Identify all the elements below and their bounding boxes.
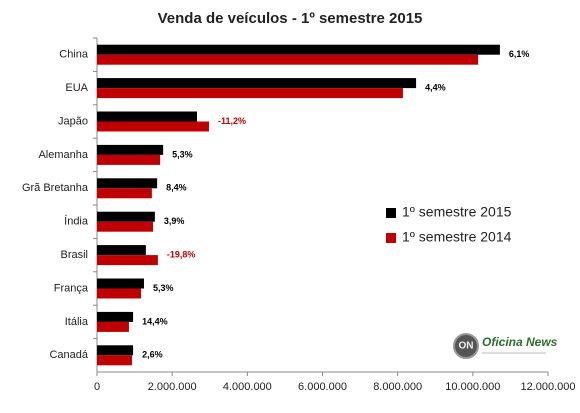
bar bbox=[97, 78, 417, 89]
x-tick-label: 10.000.000 bbox=[445, 381, 500, 393]
x-tick-label: 2.000.000 bbox=[148, 381, 197, 393]
bar bbox=[97, 278, 144, 289]
growth-label: -11,2% bbox=[218, 116, 246, 126]
x-tick-label: 12.000.000 bbox=[520, 381, 575, 393]
y-tick-label: Japão bbox=[58, 115, 88, 127]
y-tick-label: Alemanha bbox=[38, 149, 88, 161]
growth-label: -19,8% bbox=[167, 249, 196, 259]
y-tick-label: França bbox=[54, 282, 89, 294]
x-tick-label: 8.000.000 bbox=[373, 381, 422, 393]
x-tick-label: 4.000.000 bbox=[223, 381, 272, 393]
y-tick-label: Índia bbox=[64, 215, 89, 228]
bar bbox=[97, 355, 132, 366]
growth-label: 14,4% bbox=[142, 316, 168, 326]
x-tick-label: 0 bbox=[94, 381, 100, 393]
legend-label: 1º semestre 2015 bbox=[402, 204, 512, 220]
growth-label: 6,1% bbox=[509, 49, 530, 59]
bar bbox=[97, 345, 134, 356]
bar bbox=[97, 121, 209, 132]
logo: ON Oficina News bbox=[453, 333, 558, 359]
bar bbox=[97, 288, 141, 299]
bar bbox=[97, 178, 158, 189]
growth-label: 5,3% bbox=[172, 149, 193, 159]
logo-badge bbox=[453, 333, 479, 359]
legend-label: 1º semestre 2014 bbox=[402, 229, 512, 245]
bar bbox=[97, 255, 158, 266]
y-tick-label: Canadá bbox=[49, 349, 88, 361]
bar bbox=[97, 188, 152, 199]
bar bbox=[97, 54, 479, 65]
y-tick-label: Brasil bbox=[60, 249, 88, 261]
legend-swatch bbox=[386, 233, 396, 243]
growth-label: 3,9% bbox=[164, 216, 185, 226]
bar bbox=[97, 211, 155, 222]
bar bbox=[97, 44, 500, 55]
y-tick-label: EUA bbox=[65, 82, 88, 94]
watermark: Oficina News bbox=[482, 335, 558, 349]
x-tick-label: 6.000.000 bbox=[298, 381, 347, 393]
growth-label: 4,4% bbox=[425, 82, 446, 92]
logo-initials: ON bbox=[459, 341, 474, 352]
chart-title: Venda de veículos - 1º semestre 2015 bbox=[158, 10, 423, 27]
bar bbox=[97, 88, 403, 99]
bar bbox=[97, 111, 197, 122]
bar bbox=[97, 321, 129, 332]
growth-label: 2,6% bbox=[142, 350, 163, 360]
bar bbox=[97, 154, 161, 165]
legend-swatch bbox=[386, 208, 396, 218]
bar bbox=[97, 144, 164, 155]
growth-label: 8,4% bbox=[166, 183, 187, 193]
bar bbox=[97, 311, 134, 322]
y-tick-label: Grã Bretanha bbox=[22, 182, 89, 194]
y-tick-label: Itália bbox=[65, 316, 89, 328]
y-tick-label: China bbox=[59, 49, 89, 61]
bar bbox=[97, 221, 153, 232]
growth-label: 5,3% bbox=[153, 283, 174, 293]
bar bbox=[97, 245, 146, 256]
